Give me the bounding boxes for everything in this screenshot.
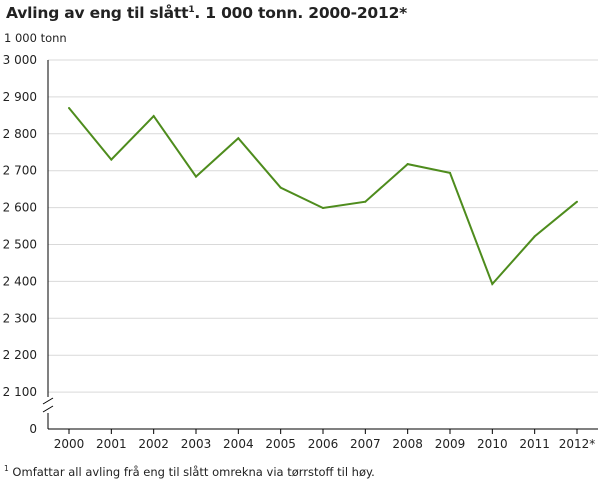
data-point [406,163,409,166]
data-point [279,186,282,189]
x-tick-label: 2000 [54,437,85,451]
footnote: 1 Omfattar all avling frå eng til slått … [4,464,375,479]
y-tick-label: 2 300 [3,311,37,325]
data-point [449,171,451,174]
y-axis-ticks: 3 000 2 900 2 800 2 700 2 600 2 500 2 400 2 300… [3,53,37,436]
x-tick-label: 2008 [392,437,423,451]
data-point [152,115,155,118]
y-tick-label: 2 900 [3,90,37,104]
y-axis-unit-label: 1 000 tonn [4,31,67,45]
y-tick-label: 3 000 [3,53,37,67]
data-point [364,200,367,203]
x-tick-label: 2002 [138,437,169,451]
data-point [195,175,197,178]
x-axis-ticks: 2000 2001 2002 2003 2004 2005 2006 2007 2008 2009… [54,429,596,451]
x-tick-label: 2010 [477,437,508,451]
y-tick-label: 2 700 [3,164,37,178]
y-tick-label: 0 [29,422,37,436]
data-point [491,282,494,285]
series-lines [68,106,578,286]
data-point [110,158,113,161]
y-tick-label: 2 400 [3,274,37,288]
y-tick-label: 2 800 [3,127,37,141]
x-tick-label: 2009 [435,437,466,451]
y-tick-label: 2 100 [3,385,37,399]
x-tick-label: 2006 [308,437,339,451]
x-tick-label: 2012* [559,437,596,451]
x-tick-label: 2001 [96,437,127,451]
x-tick-label: 2005 [265,437,296,451]
axis-break-mark [42,397,54,405]
axis-break-gap [42,398,54,412]
axis-break-mark [42,405,54,413]
data-point [237,137,240,140]
y-tick-label: 2 500 [3,238,37,252]
data-point [533,235,536,238]
x-tick-label: 2007 [350,437,381,451]
x-tick-label: 2004 [223,437,254,451]
data-point [576,200,578,203]
series-line [68,107,578,286]
chart-title: Avling av eng til slått1. 1 000 tonn. 20… [6,4,408,22]
x-tick-label: 2011 [519,437,550,451]
x-tick-label: 2003 [181,437,212,451]
data-point [322,206,324,209]
gridlines [48,59,598,393]
axis-lines [42,60,598,430]
data-point [68,106,70,109]
y-tick-label: 2 600 [3,201,37,215]
y-tick-label: 2 200 [3,348,37,362]
